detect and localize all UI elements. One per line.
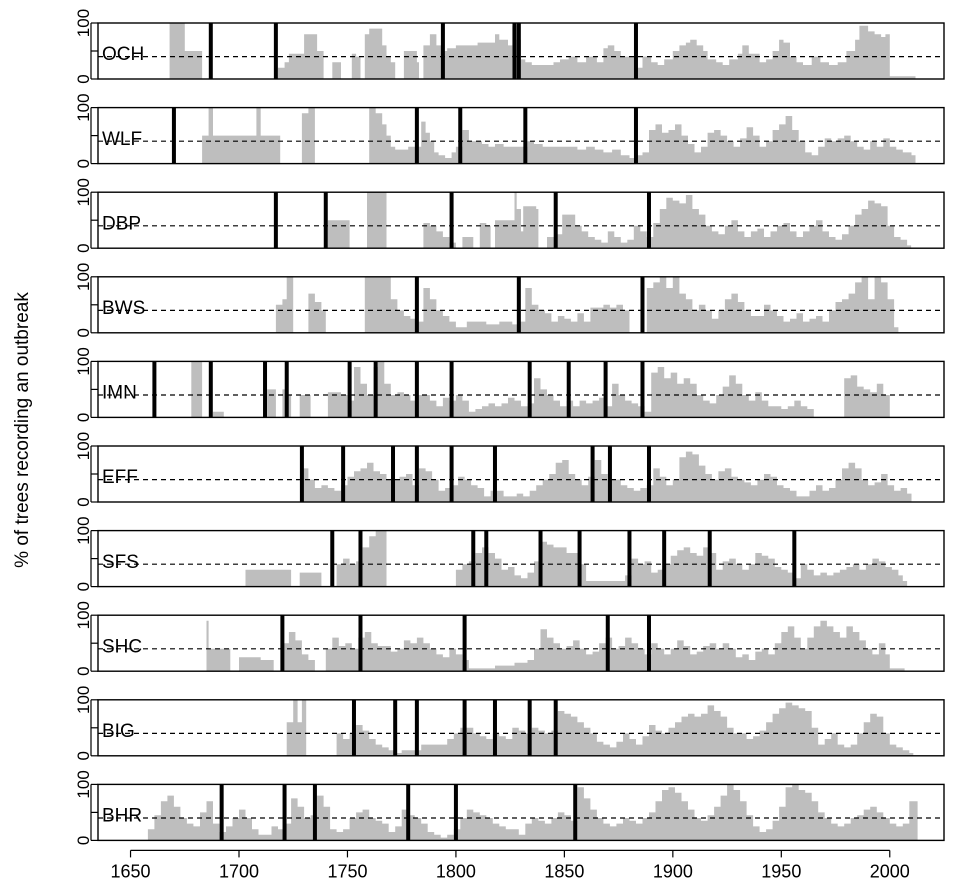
y-tick-label: 100 (74, 686, 93, 714)
panel-bws: BWS 0 100 (74, 263, 945, 338)
y-tick-label: 100 (74, 263, 93, 291)
outbreak-series-shc (206, 620, 905, 672)
outbreak-series-wlf (202, 107, 916, 164)
x-tick-label: 1700 (219, 861, 259, 881)
panel-label: SFS (102, 552, 139, 573)
x-tick-label: 1650 (111, 861, 151, 881)
y-tick-label: 100 (74, 347, 93, 375)
panel-label: BIG (102, 721, 135, 742)
panel-label: SHC (102, 636, 142, 657)
outbreak-series-bhr (147, 784, 918, 841)
panel-sfs: SFS 0 100 (74, 516, 945, 591)
y-tick-label: 0 (74, 243, 93, 252)
panel-label: BWS (102, 298, 145, 319)
y-tick-label: 100 (74, 601, 93, 629)
outbreak-series-dbp (327, 192, 912, 249)
outbreak-series-imn (191, 361, 890, 418)
panel-label: DBP (102, 213, 141, 234)
panel-label: IMN (102, 383, 137, 404)
y-tick-label: 100 (74, 178, 93, 206)
x-tick-label: 1850 (544, 861, 584, 881)
y-tick-label: 0 (74, 751, 93, 760)
x-tick-label: 1950 (761, 861, 801, 881)
y-tick-label: 100 (74, 770, 93, 798)
y-axis-label: % of trees recording an outbreak (12, 292, 33, 568)
y-tick-label: 0 (74, 159, 93, 168)
x-tick-label: 2000 (870, 861, 910, 881)
y-tick-label: 0 (74, 582, 93, 591)
y-tick-label: 0 (74, 497, 93, 506)
outbreak-series-eff (301, 451, 912, 502)
y-tick-label: 100 (74, 516, 93, 544)
x-tick-label: 1750 (327, 861, 367, 881)
panel-eff: EFF 0 100 (74, 432, 945, 507)
y-tick-label: 100 (74, 432, 93, 460)
y-tick-label: 0 (74, 328, 93, 337)
panel-label: WLF (102, 129, 142, 150)
y-tick-label: 0 (74, 666, 93, 675)
y-tick-label: 100 (74, 9, 93, 37)
panel-label: BHR (102, 806, 142, 827)
x-tick-label: 1900 (653, 861, 693, 881)
outbreak-series-big (286, 699, 914, 756)
panel-wlf: WLF 0 100 (74, 93, 945, 168)
panel-shc: SHC 0 100 (74, 601, 945, 676)
y-tick-label: 100 (74, 93, 93, 121)
panel-imn: IMN 0 100 (74, 347, 945, 422)
panel-big: BIG 0 100 (74, 686, 945, 761)
panel-och: OCH 0 100 (74, 9, 945, 84)
panel-bhr: BHR 0 100 (74, 770, 945, 845)
panel-label: OCH (102, 44, 144, 65)
outbreak-series-och (169, 23, 916, 79)
panel-label: EFF (102, 467, 138, 488)
panel-dbp: DBP 0 100 (74, 178, 945, 253)
outbreak-series-bws (275, 276, 899, 333)
y-tick-label: 0 (74, 413, 93, 422)
y-tick-label: 0 (74, 836, 93, 845)
x-tick-label: 1800 (436, 861, 476, 881)
y-tick-label: 0 (74, 74, 93, 83)
outbreak-series-sfs (245, 530, 908, 587)
